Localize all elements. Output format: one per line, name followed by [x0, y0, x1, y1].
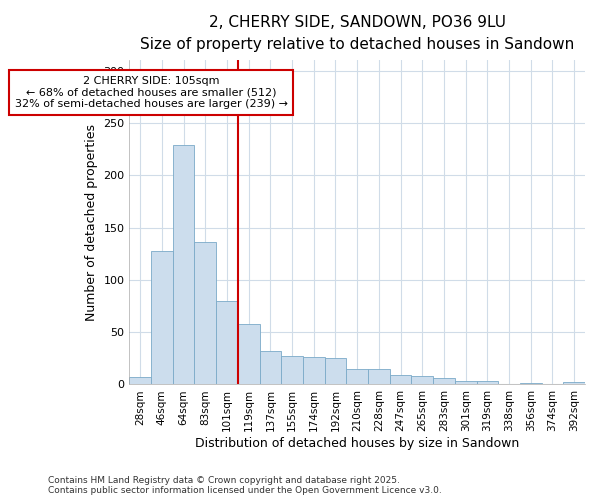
Bar — [151, 250, 173, 384]
Bar — [346, 369, 368, 384]
Bar — [368, 369, 390, 384]
Bar — [390, 375, 412, 384]
Bar — [216, 301, 238, 384]
Bar — [563, 382, 585, 384]
X-axis label: Distribution of detached houses by size in Sandown: Distribution of detached houses by size … — [195, 437, 520, 450]
Bar — [455, 382, 476, 384]
Bar — [412, 376, 433, 384]
Bar — [238, 324, 260, 384]
Bar — [303, 358, 325, 384]
Y-axis label: Number of detached properties: Number of detached properties — [85, 124, 98, 321]
Text: Contains HM Land Registry data © Crown copyright and database right 2025.
Contai: Contains HM Land Registry data © Crown c… — [48, 476, 442, 495]
Bar — [281, 356, 303, 384]
Bar — [130, 377, 151, 384]
Bar — [260, 351, 281, 384]
Bar — [173, 145, 194, 384]
Bar — [194, 242, 216, 384]
Bar — [433, 378, 455, 384]
Bar — [325, 358, 346, 384]
Title: 2, CHERRY SIDE, SANDOWN, PO36 9LU
Size of property relative to detached houses i: 2, CHERRY SIDE, SANDOWN, PO36 9LU Size o… — [140, 15, 574, 52]
Text: 2 CHERRY SIDE: 105sqm
← 68% of detached houses are smaller (512)
32% of semi-det: 2 CHERRY SIDE: 105sqm ← 68% of detached … — [14, 76, 287, 109]
Bar — [476, 382, 498, 384]
